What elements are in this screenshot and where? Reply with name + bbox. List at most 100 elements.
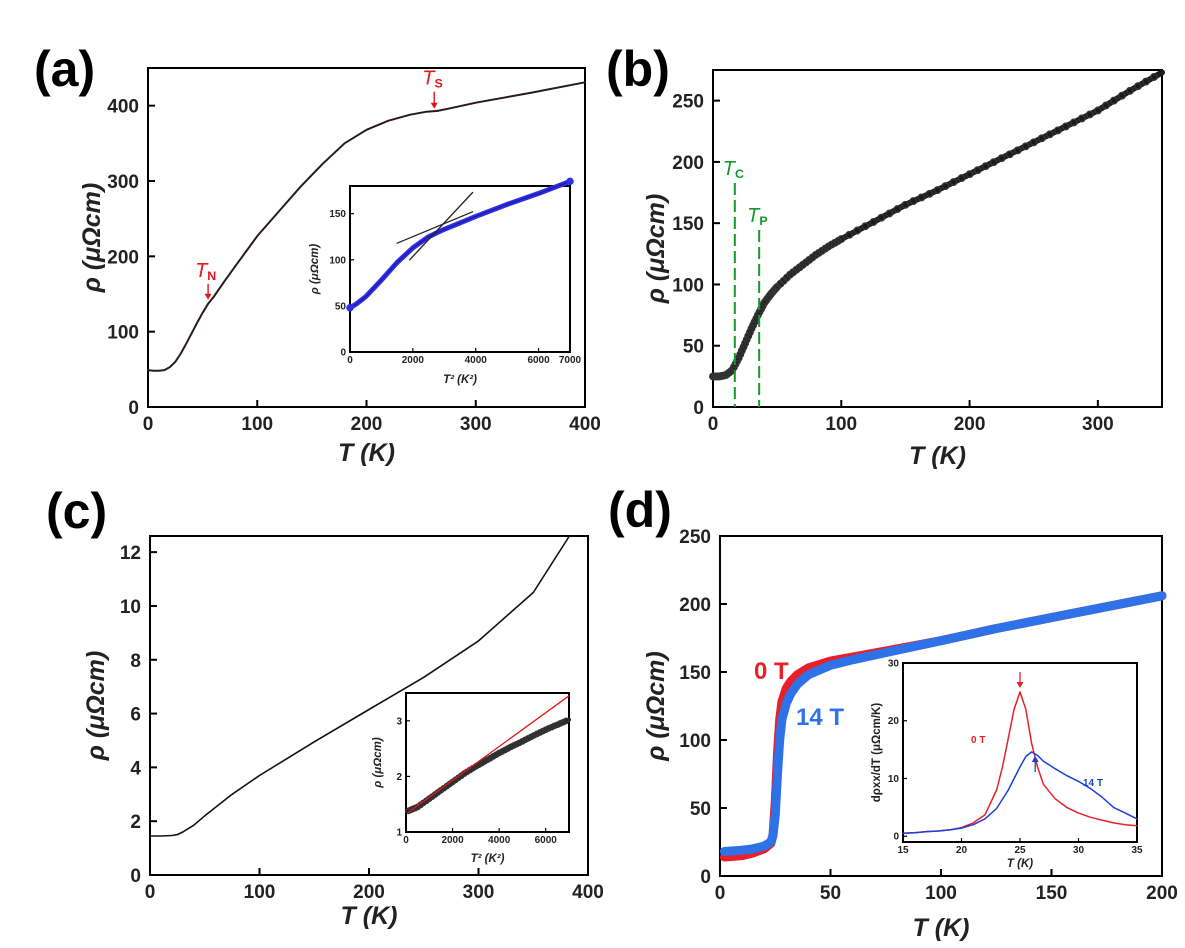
panel-d-ytick-label: 50 — [690, 799, 711, 820]
panel-d-ytick-label: 0 — [700, 867, 711, 888]
panel-d-data-point — [863, 652, 872, 661]
tn-label-main: T — [195, 260, 209, 282]
panel-b-data-point — [901, 200, 910, 209]
panel-b-data-point — [1061, 122, 1070, 131]
panel-b-data-point — [885, 209, 894, 218]
panel-d-inset-series-line — [902, 751, 1138, 835]
panel-c-inset-xtick-label: 2000 — [441, 835, 464, 846]
panel-b-data-point — [1029, 138, 1038, 147]
panel-d-inset-label-0t: 0 T — [971, 735, 985, 746]
panel-a-inset-frame — [349, 185, 571, 353]
panel-b-ytick-label: 200 — [672, 153, 704, 174]
panel-c-xtick-label: 400 — [572, 882, 604, 903]
tn-label-sub: N — [207, 269, 216, 283]
panel-d-data-point — [922, 639, 931, 649]
panel-b-data-point — [981, 162, 990, 171]
panel-d-inset-xtick-label: 25 — [1014, 845, 1026, 856]
panel-c-frame — [149, 535, 589, 876]
panel-b-data-point — [1053, 126, 1062, 135]
panel-c-inset-ylabel: ρ (μΩcm) — [372, 737, 384, 789]
panel-d-xtick-label: 200 — [1146, 883, 1178, 904]
panel-b-vline-label-main: T — [747, 205, 761, 227]
panel-a-inset-ylabel: ρ (μΩcm) — [309, 244, 321, 296]
panel-d-series-label-0t: 0 T — [754, 658, 789, 685]
panel-b-data-point — [997, 154, 1006, 163]
panel-d-data-point — [973, 628, 983, 637]
panel-d-data-point — [771, 810, 780, 820]
panel-b-data-point — [1037, 134, 1046, 143]
panel-d-data-point — [936, 636, 946, 645]
panel-c-ytick-label: 2 — [130, 812, 141, 833]
panel-c-xtick-label: 200 — [353, 882, 385, 903]
panel-a-series-line — [147, 81, 586, 372]
panel-b-data-point — [1069, 118, 1078, 127]
panel-c-ytick-label: 4 — [130, 758, 141, 779]
panel-b-ytick-label: 100 — [672, 275, 704, 296]
panel-d-inset-label-14t: 14 T — [1083, 778, 1103, 789]
panel-d-data-point — [877, 649, 887, 658]
panel-a-ytick-label: 0 — [128, 398, 139, 419]
panel-b-data-point — [893, 205, 902, 214]
panel-d-data-point — [892, 645, 902, 655]
panel-d-data-point — [840, 657, 850, 666]
panel-b-data-point — [1125, 86, 1134, 95]
panel-c-xtick-label: 0 — [145, 882, 156, 903]
ts-label-sub: S — [434, 77, 442, 91]
panel-b-data-point — [1133, 82, 1142, 91]
panel-a-inset-xtick-label: 0 — [347, 355, 353, 366]
ts-label-main: T — [422, 68, 436, 90]
panel-label-d: (d) — [608, 482, 672, 538]
panel-d-data-point — [1102, 602, 1112, 611]
panel-b-data-point — [1117, 91, 1126, 100]
panel-d-xtick-label: 150 — [1036, 883, 1068, 904]
panel-b-data-point — [877, 213, 886, 222]
panel-c-ytick-label: 12 — [120, 543, 141, 564]
panel-a-ytick-label: 400 — [107, 97, 139, 118]
panel-c-xlabel: T (K) — [341, 902, 398, 930]
panel-d-data-point — [769, 824, 779, 833]
panel-label-c: (c) — [46, 483, 107, 539]
panel-b-data-point — [973, 166, 982, 175]
panel-b-data-point — [1013, 146, 1022, 155]
panel-d-data-point — [1139, 595, 1148, 604]
panel-b-xtick-label: 100 — [825, 414, 857, 435]
panel-c-inset-point — [562, 717, 570, 725]
panel-d-data-point — [775, 735, 784, 745]
panel-c-inset-xlabel: T² (K²) — [471, 853, 505, 865]
panel-b-xtick-label: 300 — [1082, 414, 1114, 435]
panel-c-ytick-label: 0 — [130, 866, 141, 887]
panel-c-inset-ytick-label: 3 — [396, 716, 402, 727]
panel-a-inset-point — [566, 177, 574, 186]
panel-d-data-point — [774, 747, 784, 756]
panel-c-xtick-label: 100 — [244, 882, 276, 903]
panel-b-vline-label-main: T — [723, 158, 737, 180]
panel-b-data-point — [1093, 106, 1102, 115]
panel-b-data-point — [949, 178, 958, 187]
panel-b-data-point — [933, 186, 942, 195]
panel-b-vline-label-sub: P — [759, 214, 767, 228]
panel-d-inset-ytick-label: 20 — [888, 716, 900, 727]
panel-b-data-point — [869, 218, 878, 226]
panel-d-inset-ytick-label: 30 — [888, 659, 900, 670]
panel-d-data-point — [907, 642, 916, 652]
panel-a-frame — [147, 67, 586, 408]
panel-b-xtick-label: 200 — [954, 414, 986, 435]
panel-a-inset-fit-line — [396, 211, 474, 244]
panel-b-ytick-label: 50 — [683, 337, 704, 358]
panel-c-ylabel: ρ (μΩcm) — [82, 651, 110, 761]
panel-b-data-point — [1109, 96, 1118, 105]
panel-b-data-point — [925, 189, 934, 198]
panel-d-series-label-14t: 14 T — [796, 704, 844, 731]
panel-a-ytick-label: 300 — [107, 172, 139, 193]
panel-a-ytick-label: 200 — [107, 247, 139, 268]
panel-b-data-point — [1077, 114, 1086, 123]
panel-d-xtick-label: 50 — [820, 883, 841, 904]
panel-b-series-band — [710, 69, 1165, 380]
panel-d-inset-xtick-label: 30 — [1073, 845, 1085, 856]
panel-d-data-point — [773, 769, 782, 779]
panel-c-inset-xtick-label: 0 — [403, 835, 409, 846]
panel-d-data-point — [1120, 598, 1130, 608]
panel-b-data-point — [941, 182, 950, 191]
